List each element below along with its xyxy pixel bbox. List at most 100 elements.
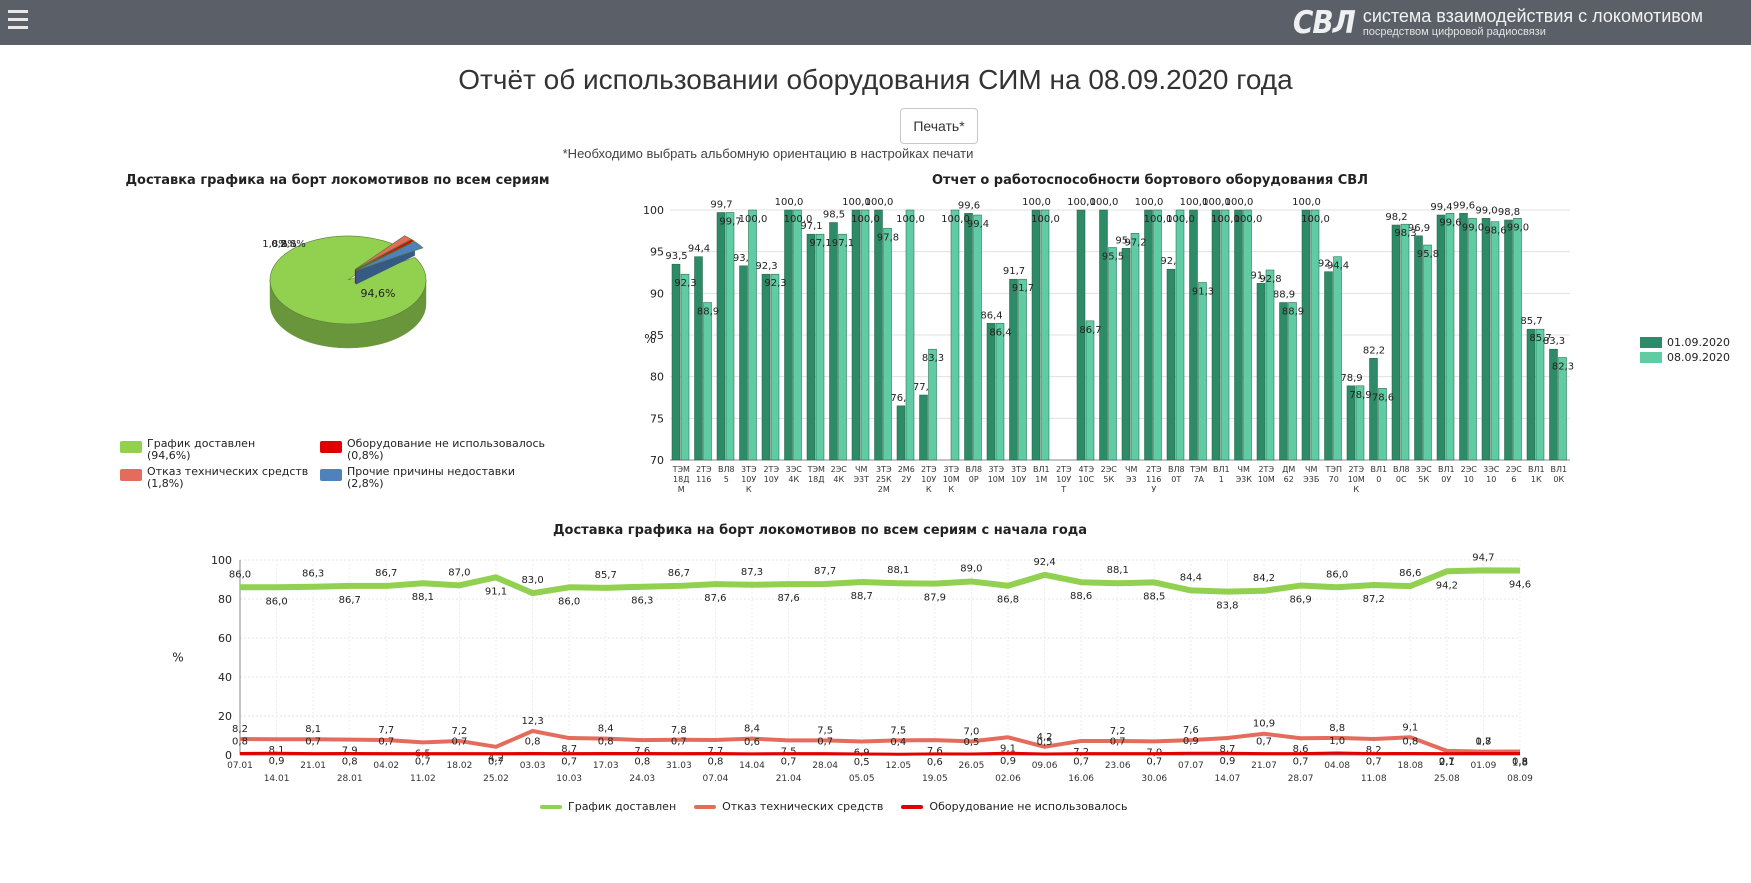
x-tick-label: ТЭМ <box>1189 465 1207 474</box>
legend-item-tech-failure[interactable]: Отказ технических средств (1,8%) <box>120 466 308 490</box>
legend-item-delivered[interactable]: График доставлен (94,6%) <box>120 438 255 462</box>
bar <box>1166 268 1176 461</box>
data-label: 7,6 <box>1183 725 1199 736</box>
legend-item-series-2[interactable]: 08.09.2020 <box>1640 350 1730 365</box>
bar <box>829 222 838 461</box>
x-tick-label: 10М <box>1348 475 1365 484</box>
bar <box>1513 218 1522 461</box>
bar <box>851 209 861 461</box>
data-label: 0,7 <box>378 737 394 748</box>
series-line <box>239 751 1520 756</box>
data-label: 0,8 <box>1475 736 1491 747</box>
bar <box>860 209 870 461</box>
bar-value-label: 88,9 <box>1273 290 1295 301</box>
pie-slice <box>355 239 415 271</box>
bar-value-label: 85,7 <box>1520 316 1542 327</box>
legend-item-other[interactable]: Прочие причины недоставки (2,8%) <box>320 466 515 490</box>
data-label: 8,1 <box>305 724 321 735</box>
legend-item-not-used[interactable]: Оборудование не использовалось (0,8%) <box>320 438 545 462</box>
data-label: 7,9 <box>342 746 358 757</box>
data-label: 0,6 <box>744 737 760 748</box>
pie-chart-title: Доставка графика на борт локомотивов по … <box>125 173 550 188</box>
data-label: 8,7 <box>1219 744 1235 755</box>
bar-value-label: 100,0 <box>1202 197 1231 208</box>
x-tick-label: 5 <box>724 475 729 484</box>
x-tick-label: ВЛ8 <box>965 465 982 474</box>
x-tick-label: 2ЭС <box>1461 465 1478 474</box>
data-label: 0,8 <box>707 756 723 767</box>
data-label: 0,8 <box>1512 756 1528 767</box>
x-tick-label: 3ТЭ <box>943 465 959 474</box>
x-tick-label: 4ТЭ <box>1078 465 1094 474</box>
bar <box>905 209 915 461</box>
bar-value-label: 100,0 <box>842 197 871 208</box>
bar-value-label: 98,6 <box>1484 226 1506 237</box>
legend-item-series-1[interactable]: 01.09.2020 <box>1640 335 1730 350</box>
bar <box>995 323 1005 461</box>
data-label: 88,1 <box>1107 565 1129 576</box>
data-label: 8,8 <box>1329 723 1345 734</box>
legend-item-delivered[interactable]: График доставлен <box>540 800 676 813</box>
x-tick-label: 2М6 <box>898 465 915 474</box>
data-label: 0,8 <box>525 736 541 747</box>
data-label: 7,0 <box>963 726 979 737</box>
x-tick-label: 28.01 <box>337 774 363 784</box>
x-tick-label: 10 <box>1486 475 1496 484</box>
data-label: 94,2 <box>1436 580 1458 591</box>
x-tick-label: 10М <box>1258 475 1275 484</box>
y-tick-label: 100 <box>211 554 232 567</box>
bar-value-label: 99,6 <box>1439 217 1461 228</box>
x-tick-label: К <box>926 485 932 494</box>
data-label: 0,8 <box>634 756 650 767</box>
bar-value-label: 100,0 <box>1031 214 1060 225</box>
data-label: 7,5 <box>890 725 906 736</box>
legend-swatch <box>320 469 342 481</box>
bar <box>1481 218 1491 461</box>
bar-value-label: 83,3 <box>922 353 944 364</box>
y-tick-label: 20 <box>218 710 232 723</box>
bar-value-label: 99,4 <box>967 219 989 230</box>
x-tick-label: 10У <box>1011 475 1026 484</box>
hamburger-menu-icon[interactable] <box>8 10 28 34</box>
series-line <box>239 729 1521 754</box>
bar <box>896 405 906 461</box>
brand[interactable]: СВЛ система взаимодействия с локомотивом… <box>1293 4 1703 42</box>
bar-value-label: 92,9 <box>1160 256 1182 267</box>
bar-value-label: 100,0 <box>1211 214 1240 225</box>
bar <box>680 273 690 461</box>
x-tick-label: 10У <box>741 475 756 484</box>
x-tick-label: 02.06 <box>995 774 1021 784</box>
data-label: 0,5 <box>1037 737 1053 748</box>
x-tick-label: 08.09 <box>1507 774 1533 784</box>
bar-value-label: 100,0 <box>775 197 804 208</box>
y-tick-label: 95 <box>650 246 664 259</box>
bar-value-label: 86,7 <box>1079 325 1101 336</box>
data-label: 0,5 <box>854 757 870 768</box>
bar <box>1324 271 1333 461</box>
data-label: 88,6 <box>1070 591 1092 602</box>
data-label: 2,1 <box>1439 757 1455 768</box>
bar-value-label: 82,3 <box>1552 362 1574 373</box>
x-tick-label: ТЭМ <box>672 465 690 474</box>
bar-value-label: 83,3 <box>1543 336 1565 347</box>
bar-value-label: 78,6 <box>1372 392 1394 403</box>
data-label: 86,3 <box>631 596 653 607</box>
print-note: *Необходимо выбрать альбомную ориентацию… <box>562 146 974 161</box>
x-tick-label: ЧМ <box>1125 465 1137 474</box>
x-tick-label: ЧМ <box>855 465 867 474</box>
x-tick-label: 19.05 <box>922 774 948 784</box>
pie-slice <box>354 235 412 270</box>
data-label: 7,5 <box>781 746 797 757</box>
bar <box>973 214 982 461</box>
data-label: 10,9 <box>1253 719 1275 730</box>
legend-item-not-used[interactable]: Оборудование не использовалось <box>901 800 1127 813</box>
data-label: 88,5 <box>1143 591 1165 602</box>
legend-swatch <box>1640 352 1662 363</box>
x-tick-label: 2ТЭ <box>696 465 712 474</box>
bar <box>1234 209 1243 461</box>
x-tick-label: 10У <box>764 475 779 484</box>
print-button[interactable]: Печать* <box>900 108 978 144</box>
legend-item-tech-failure[interactable]: Отказ технических средств <box>694 800 883 813</box>
x-tick-label: 6 <box>1511 475 1516 484</box>
data-label: 1,0 <box>1329 736 1345 747</box>
